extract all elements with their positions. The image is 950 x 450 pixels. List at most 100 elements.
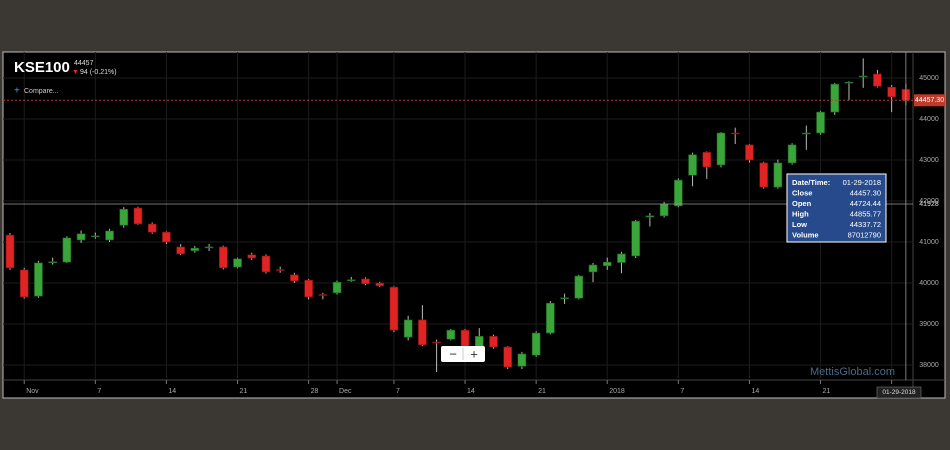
candle-body: [162, 231, 171, 243]
candle-body: [261, 255, 271, 273]
tooltip-key: Open: [792, 199, 812, 208]
candle-body: [176, 246, 185, 255]
candle-body: [318, 294, 328, 296]
candle-body: [745, 144, 754, 161]
candle-body: [446, 329, 456, 340]
candle-body: [531, 332, 541, 356]
zoom-in[interactable]: +: [470, 346, 478, 361]
candle-body: [716, 132, 726, 166]
candle-body: [290, 274, 299, 282]
compare-icon[interactable]: +: [14, 86, 20, 97]
candle-body: [5, 234, 15, 269]
tooltip-key: Close: [792, 188, 812, 197]
candle-body: [674, 179, 683, 207]
candle-body: [588, 264, 598, 273]
candle-body: [76, 233, 86, 241]
watermark: MettisGlobal.com: [810, 366, 895, 378]
candle-body: [574, 275, 584, 299]
tooltip-key: Low: [792, 220, 807, 229]
compare-button[interactable]: Compare...: [24, 88, 59, 95]
candle-body: [802, 132, 811, 135]
tooltip-value: 44724.44: [850, 199, 881, 208]
y-tick-label: 40000: [919, 280, 939, 287]
x-tick-label: 14: [467, 388, 475, 395]
x-tick-label: 21: [538, 388, 546, 395]
candle-body: [645, 215, 655, 218]
tooltip-value: 44457.30: [850, 188, 881, 197]
zoom-out[interactable]: −: [449, 346, 457, 361]
candle-body: [247, 254, 257, 259]
candle-body: [275, 269, 285, 271]
candle-body: [62, 237, 72, 263]
candle-body: [19, 269, 29, 298]
x-tick-label: 28: [311, 388, 319, 395]
candle-body: [560, 297, 569, 300]
candle-body: [631, 220, 640, 257]
y-tick-label: 42000: [919, 198, 939, 205]
candle-body: [887, 86, 896, 98]
y-tick-label: 38000: [919, 362, 939, 369]
zoom-control: − +: [441, 346, 485, 362]
candle-body: [233, 258, 242, 268]
candle-body: [688, 154, 697, 176]
candle-body: [659, 203, 669, 217]
tooltip-box: [786, 173, 887, 243]
crosshair-date: 01-29-2018: [882, 389, 916, 396]
tooltip-value: 44337.72: [850, 220, 881, 229]
candle-body: [147, 223, 157, 233]
candle-body: [759, 162, 768, 188]
candle-body: [204, 246, 214, 249]
x-tick-label: 14: [751, 388, 759, 395]
tooltip-key: High: [792, 209, 809, 218]
candle-body: [389, 286, 399, 331]
candle-body: [432, 341, 441, 344]
tooltip-value: 01-29-2018: [843, 178, 881, 187]
candle-body: [219, 246, 228, 269]
candle-body: [858, 75, 868, 78]
candle-body: [474, 336, 484, 348]
candle-body: [617, 253, 626, 263]
candle-body: [489, 336, 498, 348]
x-tick-label: 7: [680, 388, 684, 395]
y-tick-label: 45000: [919, 75, 939, 82]
chart-title: KSE100: [14, 59, 70, 76]
tooltip-key: Date/Time:: [792, 178, 830, 187]
candle-body: [844, 81, 854, 84]
candle-body: [787, 144, 797, 164]
candle-body: [517, 353, 527, 367]
x-tick-label: 7: [396, 388, 400, 395]
x-tick-label: 7: [97, 388, 101, 395]
y-tick-label: 41000: [919, 239, 939, 246]
candle-body: [602, 261, 612, 267]
candle-body: [503, 346, 513, 368]
tooltip-key: Volume: [792, 230, 819, 239]
down-arrow: ▼: [72, 69, 79, 76]
candle-body: [332, 281, 342, 294]
candle-body: [91, 235, 100, 238]
y-tick-label: 44000: [919, 116, 939, 123]
tooltip-value: 44855.77: [850, 209, 881, 218]
x-tick-label: Nov: [26, 388, 39, 395]
crosshair-date-tag: [876, 386, 922, 399]
candle-body: [119, 208, 129, 226]
candle-body: [403, 319, 413, 338]
candle-body: [361, 278, 370, 285]
x-tick-label: 21: [240, 388, 248, 395]
candle-body: [546, 302, 555, 334]
crosshair-label: 41928: [919, 201, 939, 208]
candle-body: [133, 207, 143, 225]
last-price-label: 44457.30: [915, 97, 944, 104]
candle-body: [460, 329, 470, 347]
y-tick-label: 43000: [919, 157, 939, 164]
candle-body: [346, 279, 356, 282]
x-tick-label: 14: [168, 388, 176, 395]
last-price-tag: [914, 94, 945, 107]
candle-body: [190, 247, 200, 251]
candle-body: [34, 262, 43, 297]
candle-body: [304, 279, 313, 298]
x-tick-label: Dec: [339, 388, 352, 395]
candle-body: [105, 230, 114, 241]
candle-body: [730, 132, 740, 135]
